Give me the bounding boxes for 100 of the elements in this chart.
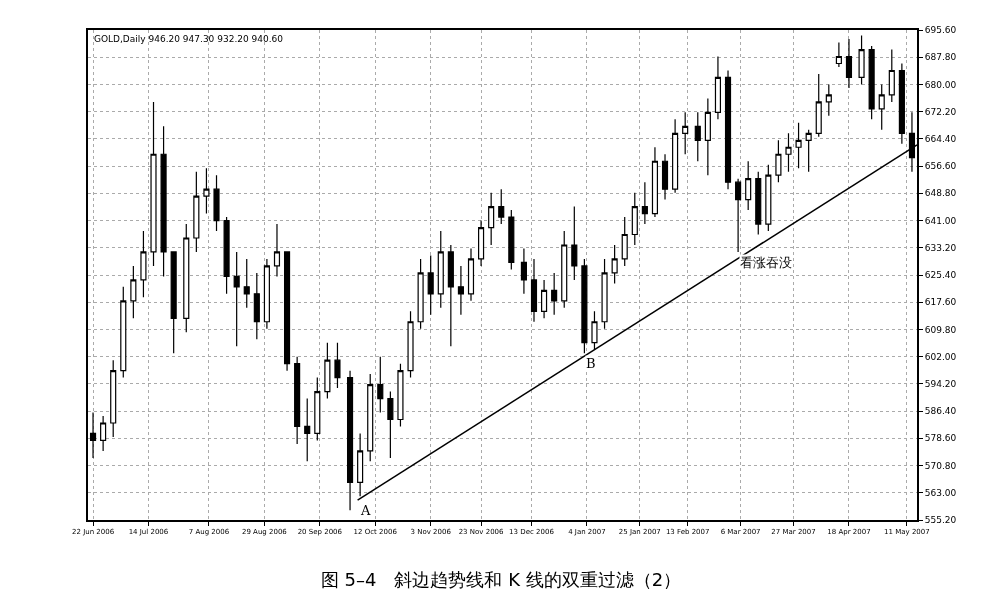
- candlestick: [735, 178, 742, 253]
- annotation: GOLD,Daily 946.20 947.30 932.20 940.60: [94, 34, 284, 44]
- y-tick-label: 609.80: [924, 324, 957, 335]
- candlestick: [835, 41, 842, 68]
- candlestick: [898, 62, 905, 145]
- candlestick: [150, 101, 157, 267]
- candlestick: [815, 73, 822, 138]
- candlestick: [89, 411, 97, 459]
- candlestick: [805, 129, 812, 173]
- candlestick: [324, 342, 331, 400]
- candlestick: [714, 55, 722, 120]
- candlestick: [825, 83, 832, 117]
- candlestick: [591, 310, 598, 351]
- text: 图 5–4 斜边趋势线和 K 线的双重过滤（2）: [320, 569, 682, 591]
- y-tick-label: 648.80: [924, 188, 957, 199]
- annotation: 看涨吞没: [740, 255, 792, 270]
- y-tick-label: 625.40: [924, 270, 957, 281]
- candlestick: [140, 230, 147, 298]
- candlestick: [478, 219, 485, 267]
- candlestick: [160, 125, 167, 277]
- candlestick: [858, 34, 865, 86]
- candlestick: [704, 97, 711, 176]
- candlestick: [611, 244, 618, 284]
- y-tick-label: 687.80: [924, 52, 957, 63]
- candlestick: [294, 356, 301, 445]
- candlestick: [520, 247, 527, 295]
- candlestick: [110, 359, 117, 438]
- candlestick: [724, 69, 732, 190]
- y-tick-label: 586.40: [924, 406, 957, 417]
- candlestick: [530, 258, 538, 323]
- y-tick-label: 594.20: [924, 379, 957, 390]
- candlestick: [437, 230, 444, 309]
- y-tick-label: 570.80: [924, 460, 957, 471]
- y-tick-label: 555.20: [924, 515, 957, 526]
- candlestick: [334, 342, 341, 389]
- annotation: B: [586, 356, 596, 371]
- candlestick: [488, 192, 495, 246]
- candlestick: [417, 258, 424, 330]
- candlestick: [672, 118, 679, 194]
- candlestick: [498, 188, 505, 225]
- candlestick: [641, 181, 648, 225]
- candlestick: [273, 223, 281, 277]
- y-tick-label: 563.00: [924, 487, 957, 498]
- y-tick-label: 656.60: [924, 161, 957, 172]
- candlestick: [878, 83, 885, 131]
- candlestick: [213, 174, 220, 232]
- candlestick: [233, 251, 240, 347]
- candlestick: [571, 206, 578, 281]
- candlestick: [183, 223, 190, 333]
- y-tick-label: 680.00: [924, 79, 957, 90]
- candlestick: [601, 258, 608, 330]
- candlestick: [682, 111, 689, 155]
- candlestick: [397, 363, 404, 428]
- candlestick: [621, 216, 628, 267]
- candlestick: [253, 272, 260, 340]
- candlestick: [561, 230, 568, 309]
- candlestick: [304, 397, 311, 462]
- candlestick: [447, 244, 454, 347]
- candlestick: [263, 258, 270, 330]
- y-tick-label: 641.00: [924, 215, 957, 226]
- candlestick: [508, 209, 515, 271]
- y-tick-label: 672.20: [924, 106, 957, 117]
- candlestick: [661, 153, 669, 201]
- candlestick: [314, 377, 321, 442]
- annotation: A: [360, 503, 371, 518]
- candlestick: [203, 167, 210, 215]
- candlestick: [868, 45, 875, 120]
- candlestick: [346, 370, 354, 511]
- candlestick: [193, 171, 200, 253]
- candlestick: [223, 216, 230, 295]
- candlestick: [745, 160, 752, 211]
- candlestick: [775, 139, 782, 183]
- y-tick-label: 617.60: [924, 297, 957, 308]
- candlestick: [845, 38, 853, 89]
- candlestick: [551, 272, 558, 316]
- candlestick: [427, 254, 434, 316]
- candlestick: [377, 356, 384, 414]
- candlestick: [243, 258, 250, 309]
- candlestick: [888, 48, 895, 103]
- candlestick: [387, 390, 394, 459]
- candlestick: [407, 310, 414, 379]
- candlestick: [283, 251, 291, 372]
- candlestick: [541, 279, 548, 319]
- candlestick: [457, 265, 464, 316]
- candlestick: [785, 132, 792, 173]
- candlestick: [581, 258, 588, 354]
- candlestick: [694, 111, 701, 162]
- y-tick-label: 633.20: [924, 242, 957, 253]
- candlestick: [631, 192, 638, 246]
- y-tick-label: 602.00: [924, 351, 957, 362]
- y-tick-label: 578.60: [924, 433, 957, 444]
- candlestick: [467, 247, 475, 302]
- candlestick: [170, 251, 177, 354]
- y-tick-label: 695.60: [924, 25, 957, 36]
- y-tick-label: 664.40: [924, 134, 957, 145]
- candlestick: [795, 122, 802, 169]
- candlestick: [120, 286, 127, 379]
- candlestick: [130, 265, 137, 319]
- candlestick: [755, 171, 762, 236]
- candlestick: [651, 146, 659, 218]
